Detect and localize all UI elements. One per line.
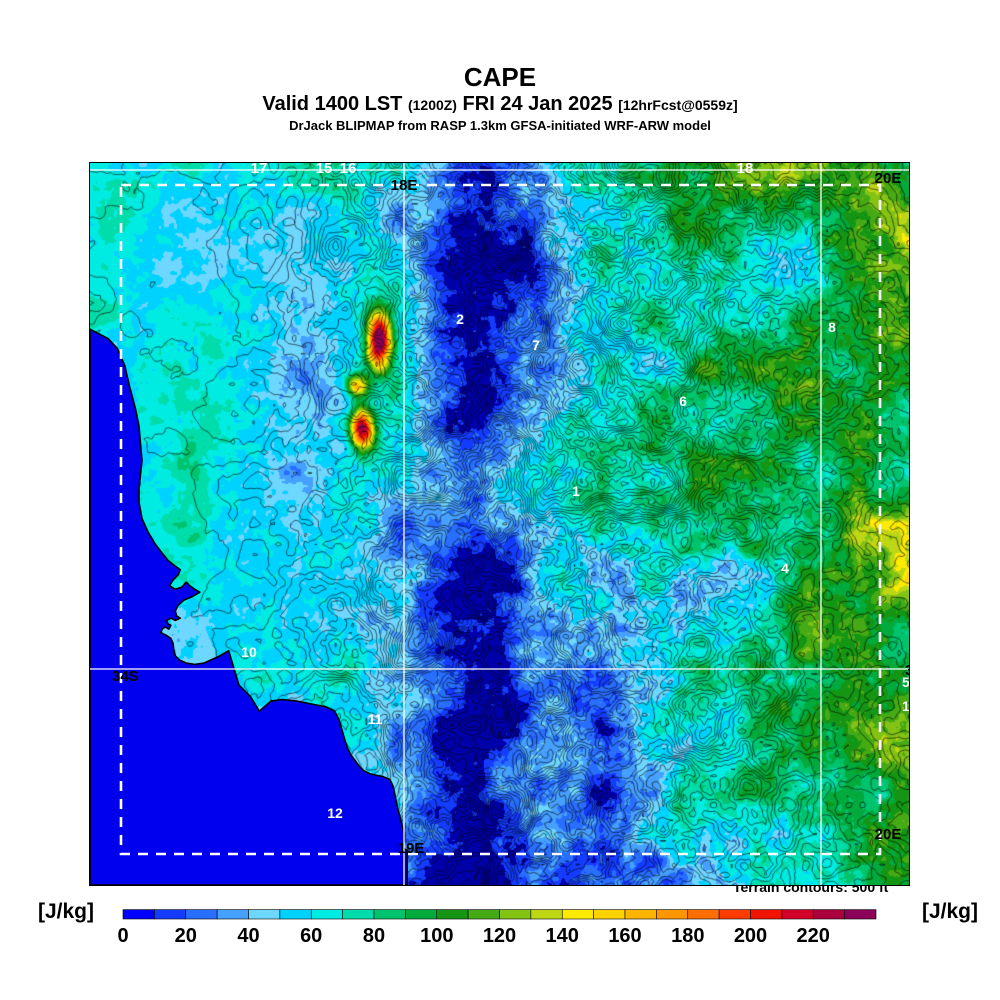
svg-text:2: 2: [456, 311, 464, 327]
svg-text:7: 7: [532, 337, 540, 353]
svg-text:180: 180: [671, 925, 704, 947]
svg-text:20: 20: [175, 925, 197, 947]
svg-text:20E: 20E: [875, 170, 902, 187]
svg-text:12: 12: [327, 805, 343, 821]
svg-text:200: 200: [734, 925, 767, 947]
svg-text:13: 13: [902, 698, 910, 714]
svg-text:8: 8: [828, 319, 836, 335]
svg-text:140: 140: [546, 925, 579, 947]
svg-text:16: 16: [340, 162, 357, 177]
svg-text:11: 11: [368, 711, 383, 727]
svg-text:220: 220: [797, 925, 830, 947]
svg-text:4: 4: [781, 560, 789, 576]
svg-text:18E: 18E: [391, 177, 418, 194]
svg-text:18: 18: [737, 162, 754, 177]
svg-text:40: 40: [237, 925, 259, 947]
svg-text:17: 17: [251, 162, 268, 177]
svg-text:20E: 20E: [875, 826, 902, 843]
svg-text:34S: 34S: [112, 668, 139, 685]
svg-text:1: 1: [572, 483, 580, 499]
svg-text:160: 160: [608, 925, 641, 947]
svg-text:15: 15: [316, 162, 333, 177]
svg-text:6: 6: [679, 393, 687, 409]
svg-text:10: 10: [241, 644, 257, 660]
svg-text:19E: 19E: [398, 840, 425, 857]
svg-text:60: 60: [300, 925, 322, 947]
svg-text:[J/kg]: [J/kg]: [922, 900, 978, 923]
svg-text:[J/kg]: [J/kg]: [38, 900, 94, 923]
svg-text:80: 80: [363, 925, 385, 947]
svg-text:100: 100: [420, 925, 453, 947]
svg-text:0: 0: [117, 925, 128, 947]
svg-text:120: 120: [483, 925, 516, 947]
svg-text:5: 5: [902, 674, 910, 690]
